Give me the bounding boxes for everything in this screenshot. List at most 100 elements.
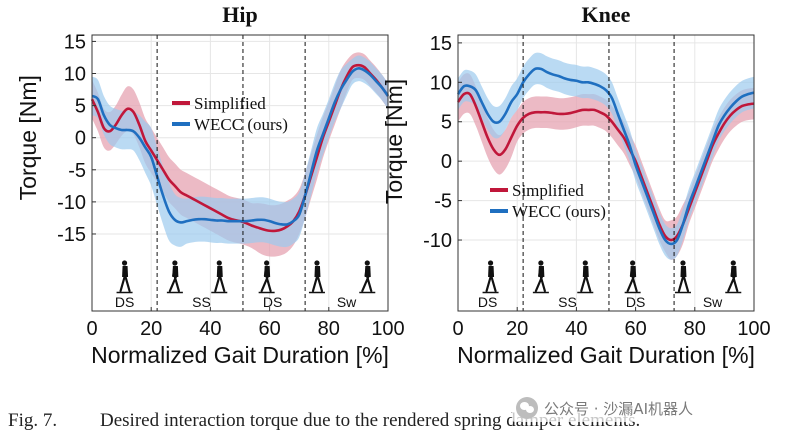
plot-frame [91,34,389,312]
walker-head [314,260,320,266]
walker-icon [577,260,594,294]
walker-icon [166,260,183,294]
x-tick-label: 40 [565,318,587,340]
walker-leg [168,275,177,293]
legend-label-wecc: WECC (ours) [194,115,288,134]
walker-head [680,260,686,266]
phase-label: DS [263,294,282,310]
phase-label: DS [478,294,497,310]
wechat-icon [516,397,538,419]
caption-text: Desired interaction torque due to the re… [100,410,641,431]
walker-arm [629,267,633,277]
x-tick-label: 60 [258,318,280,340]
walker-arm [681,267,686,277]
figure-caption: Fig. 7. Desired interaction torque due t… [8,404,788,434]
phase-label: SS [558,294,577,310]
x-tick-label: 80 [318,318,340,340]
walker-head [730,260,736,266]
walker-icon [624,260,641,294]
walker-leg [260,275,269,293]
walker-head [487,260,494,266]
y-tick-label: -5 [434,191,452,213]
walker-leg [214,275,221,293]
x-tick-label: 40 [199,318,221,340]
walker-icon [258,260,275,294]
walker-icon [482,260,499,294]
walker-head [216,260,222,266]
legend: Simplified WECC (ours) [490,181,606,221]
figure: DS SS DS Sw0 20 40 60 80 100-15-10-5051015HipNor… [15,2,771,368]
walker-leg [534,275,543,293]
band-wecc [458,52,754,260]
band-simplified [458,73,754,260]
walker-arm [263,267,267,277]
x-tick-label: 20 [140,318,162,340]
x-tick-label: 20 [506,318,528,340]
y-tick-label: -10 [423,230,452,252]
walker-leg [585,275,592,293]
walker-icon [725,260,742,294]
x-tick-label: 80 [684,318,706,340]
plot-frame [457,34,755,312]
series-line-wecc [456,67,755,246]
y-tick-label: 0 [441,151,452,173]
y-tick-label: 15 [430,33,452,55]
walker-leg [316,275,324,293]
y-axis-label: Torque [Nm] [15,75,41,200]
y-axis-label: Torque [Nm] [381,79,407,204]
x-tick-label: 60 [624,318,646,340]
walker-leg [361,275,370,293]
y-tick-label: -10 [57,192,86,214]
walker-leg [124,275,131,293]
walker-arm [122,267,128,277]
y-tick-label: 5 [441,112,452,134]
y-tick-label: -5 [68,160,86,182]
knee-chart: DS SS DS Sw 0 20 40 60 80 100 -10 -5 0 5 10 15 Knee Norma… [381,2,771,368]
caption-label: Fig. 7. [8,410,58,431]
legend-label-simplified: Simplified [512,181,584,200]
phase-label: DS [626,294,645,310]
walker-leg [580,275,587,293]
walker-arm [538,267,541,277]
hip-chart: DS SS DS Sw 0 20 40 60 80 100 -15 -10 -5 0 5 10 15 Hip Nor… [15,2,405,368]
band-wecc [92,55,388,248]
y-tick-label: 0 [75,128,86,150]
walker-leg [485,275,492,293]
walker-head [364,260,370,266]
walker-arm [315,267,320,277]
phase-label: DS [115,294,134,310]
x-axis-label: Normalized Gait Duration [%] [457,342,755,368]
walker-arm [217,267,223,277]
walker-head [264,260,270,266]
walker-icon [532,260,549,294]
x-axis-label: Normalized Gait Duration [%] [91,342,389,368]
chart-title: Hip [222,2,257,27]
watermark: 公众号 · 沙漏AI机器人 [512,394,697,422]
walker-head [121,260,128,266]
walker-leg [677,275,685,293]
phase-label: Sw [703,294,723,310]
walker-leg [311,275,319,293]
y-tick-label: 10 [64,64,86,86]
y-tick-label: 10 [430,72,452,94]
walker-leg [727,275,736,293]
series-line-simplified [456,91,755,242]
series-line-wecc [91,67,390,226]
walker-leg [119,275,126,293]
phase-label: Sw [337,294,357,310]
walker-icon [674,260,691,294]
x-tick-label: 100 [737,318,770,340]
walker-head [538,260,544,266]
walker-arm [172,267,175,277]
walker-leg [219,275,226,293]
chart-title: Knee [582,2,631,27]
walker-icon [211,260,228,294]
x-tick-label: 100 [371,318,404,340]
walker-icon [359,260,376,294]
walker-head [630,260,636,266]
phase-label: SS [192,294,211,310]
legend: Simplified WECC (ours) [172,94,288,134]
walker-icon [308,260,325,294]
walker-arm [364,267,368,277]
legend-label-wecc: WECC (ours) [512,202,606,221]
